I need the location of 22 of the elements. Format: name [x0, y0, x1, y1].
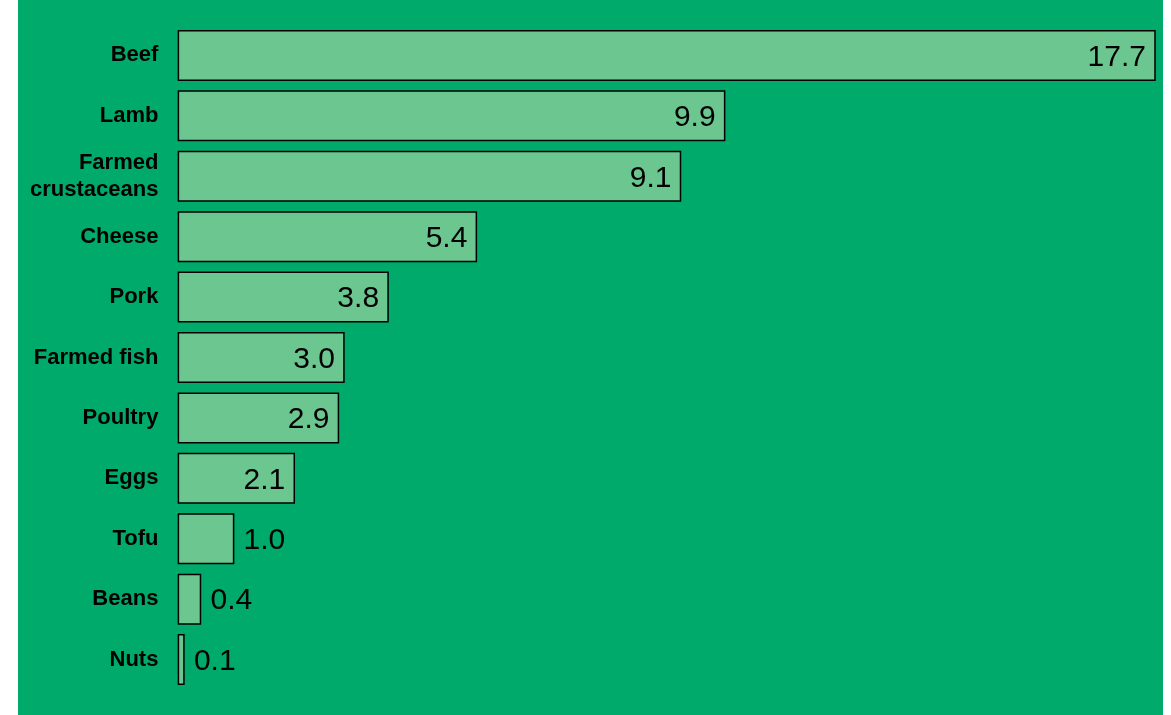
data-label: 0.1: [193, 642, 236, 676]
data-label: 17.7: [1087, 38, 1146, 72]
data-label: 3.0: [293, 340, 335, 374]
y-tick-label: Cheese: [80, 222, 159, 248]
y-tick-label: Tofu: [112, 524, 159, 550]
data-label: 5.4: [425, 219, 468, 253]
data-label: 3.8: [337, 280, 380, 314]
y-tick-label: Pork: [109, 283, 160, 309]
data-label: 0.4: [210, 582, 253, 616]
y-tick-label: Poultry: [82, 403, 160, 429]
data-label: 2.9: [287, 401, 330, 435]
data-label: 9.1: [629, 159, 672, 193]
y-tick-label: Farmed crustaceans: [29, 149, 159, 201]
data-label: 1.0: [243, 522, 286, 556]
y-tick-label: Beans: [92, 585, 159, 611]
y-tick-label: Nuts: [109, 645, 159, 671]
y-tick-label: Beef: [110, 41, 160, 67]
y-tick-label: Eggs: [104, 464, 159, 490]
y-tick-label: Lamb: [99, 101, 159, 127]
data-label: 9.9: [673, 99, 716, 133]
y-tick-label: Farmed fish: [33, 343, 159, 369]
data-label: 2.1: [243, 461, 286, 495]
